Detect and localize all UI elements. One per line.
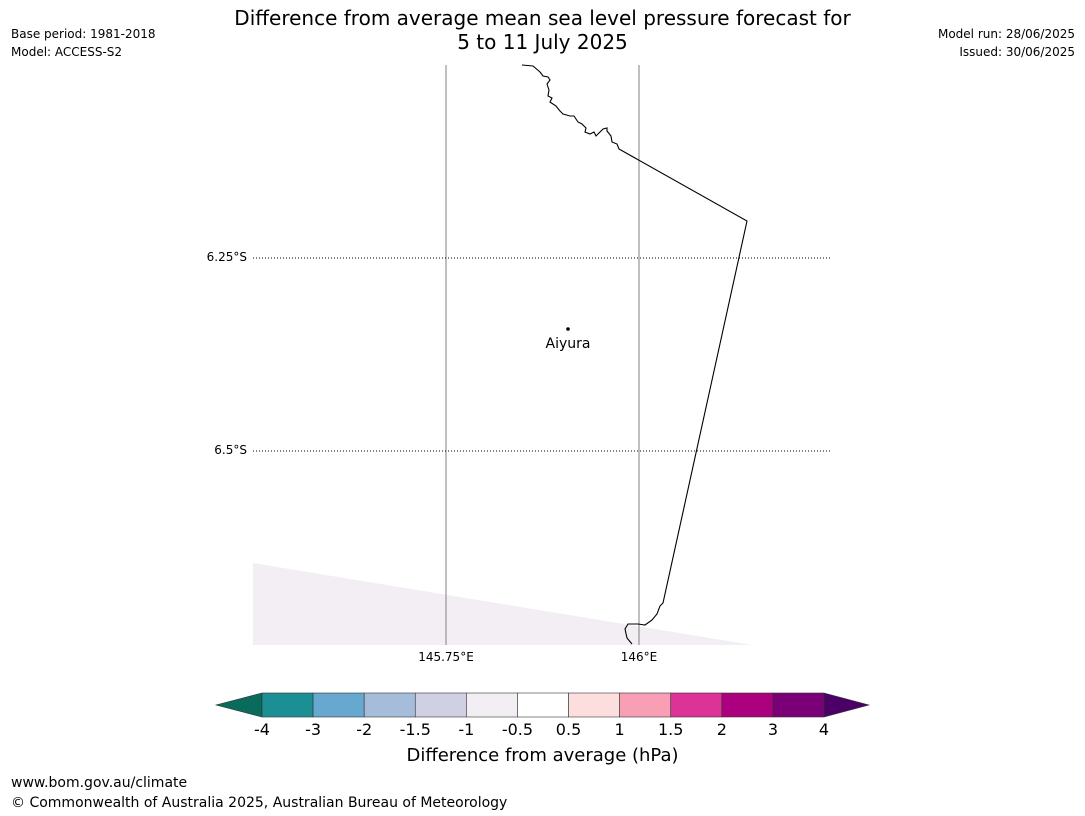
- colorbar-tick-label: 2: [716, 720, 727, 739]
- footer-url: www.bom.gov.au/climate: [11, 775, 188, 791]
- lat-label-6-5: 6.5°S: [214, 443, 247, 457]
- colorbar-bin: [414, 692, 467, 718]
- colorbar-bin: [568, 692, 620, 718]
- colorbar-tick-label: 1.5: [657, 720, 684, 739]
- colorbar-tick-label: 4: [818, 720, 830, 739]
- colorbar-tick-label: 0.5: [555, 720, 582, 739]
- colorbar-title: Difference from average (hPa): [406, 745, 679, 766]
- lon-label-145-75: 145.75°E: [418, 650, 474, 664]
- lat-label-6-25: 6.25°S: [206, 250, 247, 264]
- issued-text: Issued: 30/06/2025: [959, 45, 1075, 59]
- colorbar-tick-label: -2: [356, 720, 373, 739]
- colorbar-tick-label: -3: [305, 720, 322, 739]
- colorbar-bin: [261, 692, 314, 718]
- meta-right: Model run: 28/06/2025 Issued: 30/06/2025: [938, 25, 1075, 61]
- colorbar-tick-label: -0.5: [501, 720, 534, 739]
- map-title: Difference from average mean sea level p…: [0, 6, 1085, 54]
- colorbar-bin: [619, 692, 672, 718]
- colorbar-tick-label: -1.5: [399, 720, 431, 739]
- colorbar-under-triangle: [214, 692, 263, 718]
- colorbar-bin: [772, 692, 825, 718]
- colorbar-tick-label: -4: [254, 720, 270, 739]
- colorbar-bin: [312, 692, 365, 718]
- colorbar-tick-label: 1: [614, 720, 625, 739]
- model-run-text: Model run: 28/06/2025: [937, 27, 1075, 41]
- colorbar-over-triangle: [823, 692, 871, 718]
- colorbar-tick-label: 3: [767, 720, 778, 739]
- colorbar-bin: [517, 692, 569, 718]
- footer-copyright: © Commonwealth of Australia 2025, Austra…: [11, 795, 508, 811]
- colorbar-bin: [466, 692, 518, 718]
- coastline-boundary: [521, 64, 748, 645]
- map-title-line2: 5 to 11 July 2025: [457, 30, 628, 54]
- colorbar-bin: [363, 692, 416, 718]
- meta-left: Base period: 1981-2018 Model: ACCESS-S2: [11, 25, 156, 61]
- aiyura-marker: [566, 327, 570, 331]
- lon-label-146: 146°E: [620, 650, 658, 664]
- map-title-line1: Difference from average mean sea level p…: [234, 6, 851, 30]
- colorbar-bin: [670, 692, 723, 718]
- model-text: Model: ACCESS-S2: [11, 45, 123, 59]
- place-label-aiyura: Aiyura: [545, 336, 591, 352]
- colorbar-bin: [721, 692, 774, 718]
- base-period-text: Base period: 1981-2018: [11, 27, 156, 41]
- colorbar-tick-label: -1: [458, 720, 475, 739]
